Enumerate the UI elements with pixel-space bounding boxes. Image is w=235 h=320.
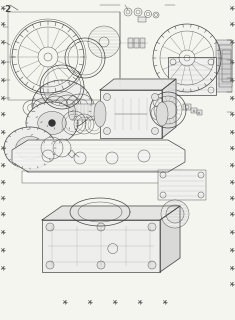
Bar bbox=[72, 104, 107, 120]
Bar bbox=[158, 170, 206, 200]
Bar bbox=[216, 40, 232, 92]
Bar bbox=[168, 57, 216, 95]
Bar bbox=[138, 17, 146, 22]
Bar bbox=[134, 38, 139, 48]
Bar bbox=[183, 104, 191, 110]
Bar bbox=[191, 108, 197, 113]
Ellipse shape bbox=[32, 80, 92, 130]
Ellipse shape bbox=[4, 127, 56, 169]
Circle shape bbox=[166, 205, 184, 223]
Ellipse shape bbox=[26, 102, 78, 144]
Bar bbox=[197, 110, 202, 115]
Bar bbox=[128, 38, 133, 48]
Polygon shape bbox=[162, 79, 176, 138]
Ellipse shape bbox=[68, 104, 75, 120]
Bar bbox=[140, 38, 145, 48]
Ellipse shape bbox=[46, 91, 78, 119]
Bar bbox=[22, 171, 177, 183]
Circle shape bbox=[42, 150, 54, 162]
Ellipse shape bbox=[156, 102, 168, 126]
Circle shape bbox=[74, 152, 86, 164]
Polygon shape bbox=[160, 206, 180, 272]
Circle shape bbox=[46, 223, 54, 231]
Ellipse shape bbox=[103, 104, 110, 120]
Circle shape bbox=[152, 127, 158, 134]
Bar bbox=[42, 220, 160, 272]
Circle shape bbox=[97, 261, 105, 269]
Circle shape bbox=[138, 150, 150, 162]
Bar bbox=[222, 50, 231, 82]
Ellipse shape bbox=[38, 111, 66, 134]
Circle shape bbox=[46, 261, 54, 269]
Circle shape bbox=[148, 261, 156, 269]
Circle shape bbox=[49, 120, 55, 126]
Bar bbox=[100, 90, 162, 138]
Ellipse shape bbox=[16, 136, 44, 160]
Circle shape bbox=[106, 152, 118, 164]
Ellipse shape bbox=[94, 101, 106, 127]
Circle shape bbox=[97, 223, 105, 231]
Polygon shape bbox=[100, 79, 176, 90]
Circle shape bbox=[148, 223, 156, 231]
Circle shape bbox=[161, 200, 189, 228]
Bar bbox=[219, 45, 232, 87]
Polygon shape bbox=[12, 140, 185, 172]
Text: 2: 2 bbox=[4, 5, 10, 14]
Circle shape bbox=[152, 93, 158, 100]
Polygon shape bbox=[42, 206, 180, 220]
Circle shape bbox=[103, 93, 110, 100]
Circle shape bbox=[103, 127, 110, 134]
